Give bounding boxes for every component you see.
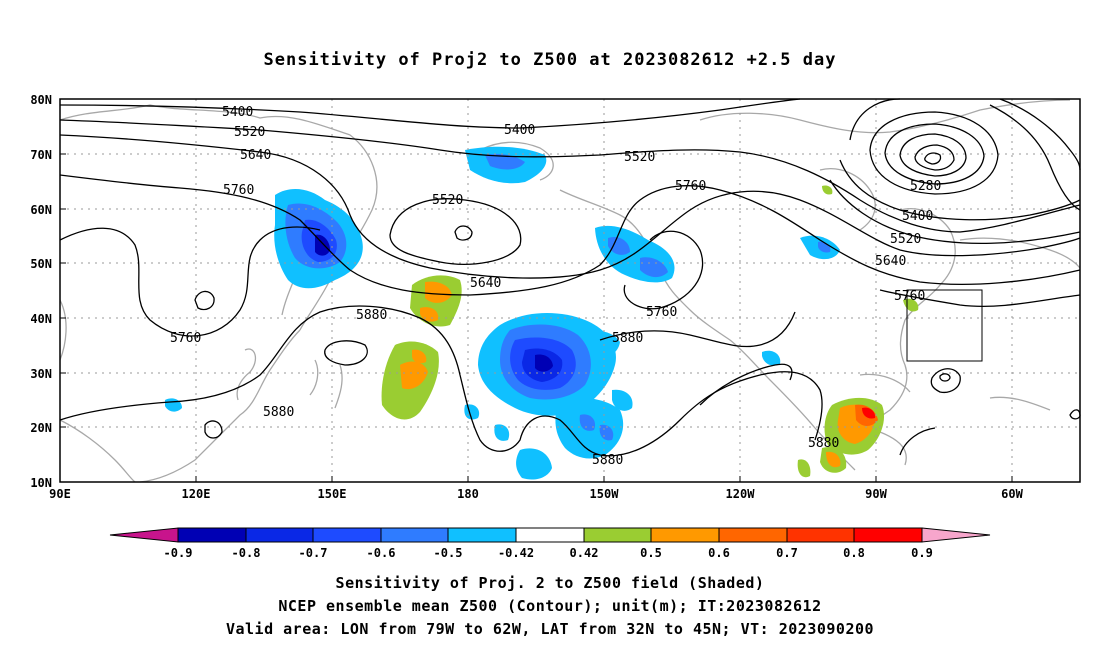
latitude-labels: 80N 70N 60N 50N 40N 30N 20N 10N: [30, 93, 52, 490]
lon-label: 90W: [865, 487, 887, 501]
lat-label: 20N: [30, 421, 52, 435]
caption-contour: NCEP ensemble mean Z500 (Contour); unit(…: [278, 597, 822, 615]
contour-label-5400: 5400: [504, 123, 535, 138]
colorbar-bin: [312, 527, 382, 543]
colorbar-label: -0.42: [498, 546, 534, 560]
colorbar-bin: [853, 527, 923, 543]
contour-label-5520: 5520: [890, 232, 921, 247]
lon-label: 90E: [49, 487, 71, 501]
lon-label: 120E: [182, 487, 211, 501]
colorbar-label: -0.8: [232, 546, 261, 560]
lat-label: 10N: [30, 476, 52, 490]
contour-label-5520: 5520: [234, 125, 265, 140]
contour-label-5880: 5880: [808, 436, 839, 451]
colorbar-bin: [583, 527, 652, 543]
colorbar-bin: [245, 527, 314, 543]
lon-label: 150E: [318, 487, 347, 501]
z500-contours: [59, 98, 1081, 457]
lat-label: 60N: [30, 203, 52, 217]
colorbar-label: -0.7: [299, 546, 328, 560]
colorbar-label: 0.7: [776, 546, 798, 560]
colorbar-bin: [650, 527, 720, 543]
colorbar-label: 0.8: [843, 546, 865, 560]
lat-label: 30N: [30, 367, 52, 381]
colorbar-label: -0.9: [164, 546, 193, 560]
contour-label-5640: 5640: [875, 254, 906, 269]
contour-label-5760: 5760: [223, 183, 254, 198]
colorbar-label: 0.5: [640, 546, 662, 560]
caption-valid-area: Valid area: LON from 79W to 62W, LAT fro…: [225, 620, 875, 638]
lon-label: 120W: [726, 487, 756, 501]
colorbar-bin: [177, 527, 247, 543]
colorbar-bin: [447, 527, 517, 543]
tick-marks: [60, 98, 1013, 482]
lon-label: 180: [457, 487, 479, 501]
longitude-labels: 90E 120E 150E 180 150W 120W 90W 60W: [49, 487, 1023, 501]
valid-area-box: [906, 289, 983, 362]
contour-label-5760: 5760: [646, 305, 677, 320]
colorbar-label: 0.9: [911, 546, 933, 560]
map-title: Sensitivity of Proj2 to Z500 at 20230826…: [263, 50, 837, 70]
contour-label-5640: 5640: [240, 148, 271, 163]
colorbar-under-triangle: [109, 527, 179, 543]
contour-label-5520: 5520: [432, 193, 463, 208]
lon-label: 150W: [590, 487, 620, 501]
contour-label-5640: 5640: [470, 276, 501, 291]
caption-shading: Sensitivity of Proj. 2 to Z500 field (Sh…: [335, 574, 765, 592]
colorbar-label: -0.5: [434, 546, 463, 560]
contour-label-5880: 5880: [612, 331, 643, 346]
contour-label-5760: 5760: [170, 331, 201, 346]
colorbar: -0.9 -0.8 -0.7 -0.6 -0.5 -0.42 0.42 0.5 …: [109, 527, 991, 560]
colorbar-bin: [515, 527, 585, 543]
colorbar-bin: [786, 527, 855, 543]
colorbar-label: -0.6: [367, 546, 396, 560]
contour-label-5520: 5520: [624, 150, 655, 165]
colorbar-bin: [718, 527, 788, 543]
colorbar-label: 0.6: [708, 546, 730, 560]
colorbar-label: 0.42: [570, 546, 599, 560]
contour-labels: 5400 5400 5400 5520 5520 5520 5520 5640 …: [170, 105, 941, 468]
contour-label-5760: 5760: [675, 179, 706, 194]
lat-label: 70N: [30, 148, 52, 162]
map-frame: [59, 98, 1081, 483]
colorbar-over-triangle: [921, 527, 991, 543]
contour-label-5880: 5880: [592, 453, 623, 468]
lat-label: 50N: [30, 257, 52, 271]
contour-label-5760: 5760: [894, 289, 925, 304]
contour-label-5280: 5280: [910, 179, 941, 194]
lat-label: 40N: [30, 312, 52, 326]
grid-lines: [60, 99, 1080, 482]
contour-label-5880: 5880: [356, 308, 387, 323]
contour-label-5400: 5400: [902, 209, 933, 224]
colorbar-bin: [380, 527, 449, 543]
lon-label: 60W: [1001, 487, 1023, 501]
lat-label: 80N: [30, 93, 52, 107]
contour-label-5400: 5400: [222, 105, 253, 120]
contour-label-5880: 5880: [263, 405, 294, 420]
